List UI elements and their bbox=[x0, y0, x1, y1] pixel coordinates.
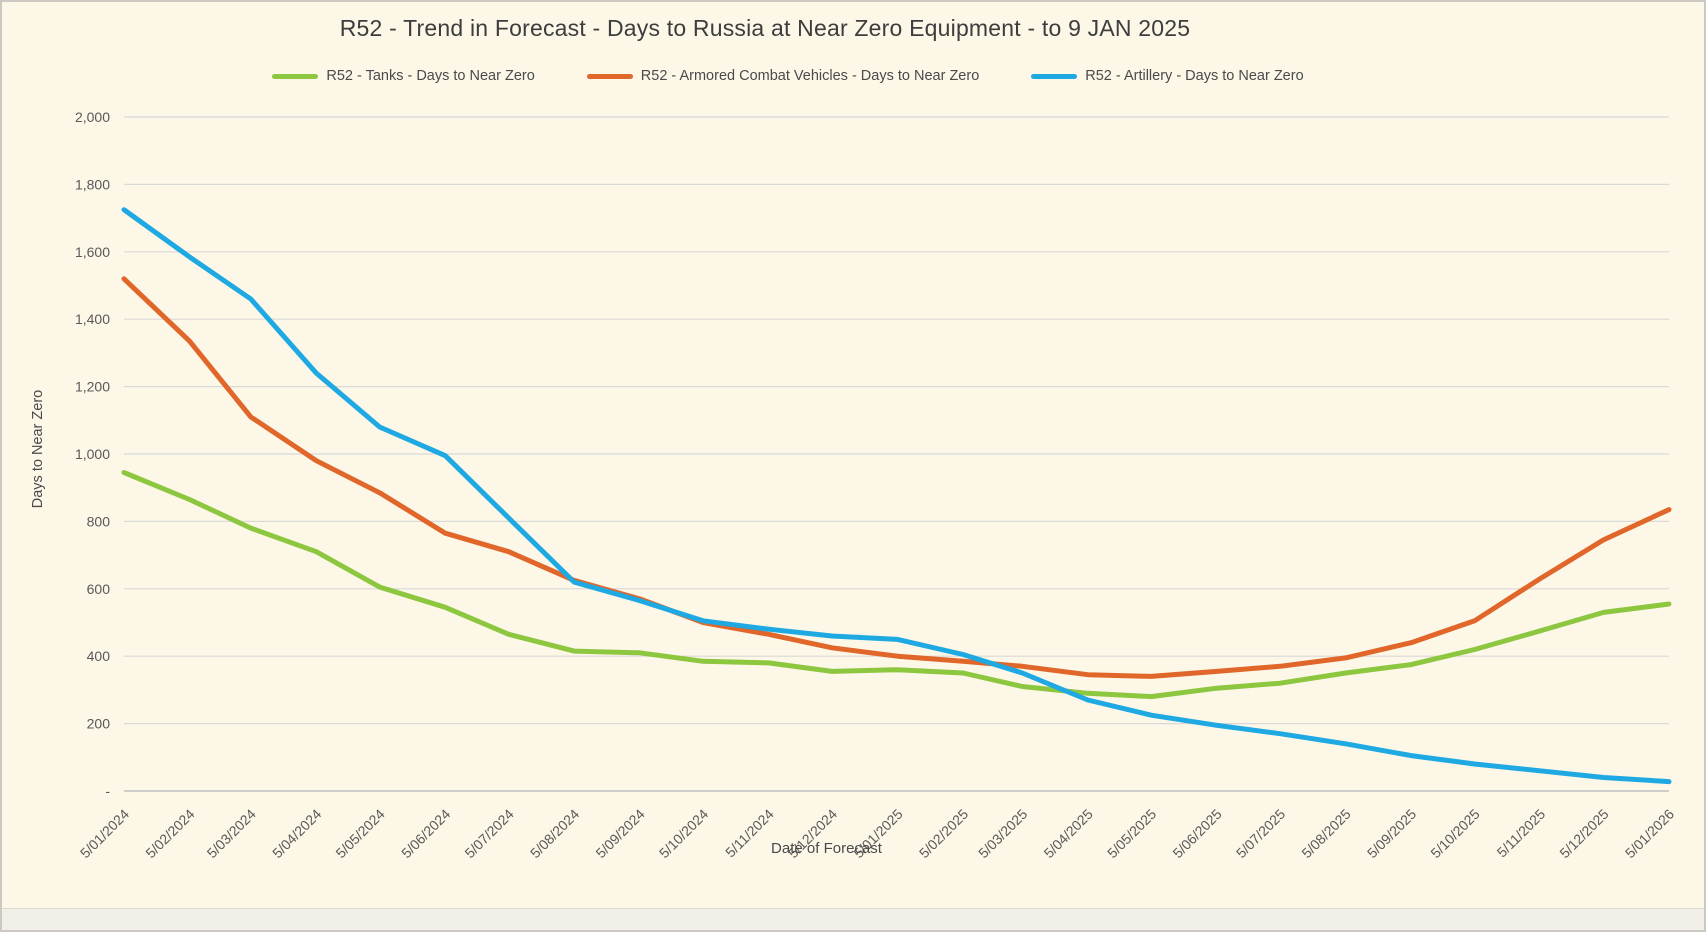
y-tick-label: 600 bbox=[87, 581, 111, 597]
y-tick-label: 1,000 bbox=[75, 446, 110, 462]
chart-title: R52 - Trend in Forecast - Days to Russia… bbox=[339, 15, 1191, 41]
y-tick-label: 400 bbox=[87, 648, 111, 664]
series-line-acv[interactable] bbox=[121, 276, 1672, 679]
legend-swatch-tanks-line bbox=[272, 73, 319, 79]
series-line-artillery[interactable] bbox=[121, 207, 1672, 785]
y-tick-label: 1,200 bbox=[75, 379, 110, 395]
legend-label-artillery: R52 - Artillery - Days to Near Zero bbox=[1085, 68, 1304, 84]
legend-item-tanks[interactable]: R52 - Tanks - Days to Near Zero bbox=[272, 68, 535, 84]
legend-item-artillery[interactable]: R52 - Artillery - Days to Near Zero bbox=[1031, 68, 1304, 84]
y-tick-label: 800 bbox=[87, 513, 111, 529]
y-tick-label: 1,600 bbox=[75, 244, 110, 260]
x-axis-title: Date of Forecast bbox=[771, 840, 882, 857]
y-tick-label: 1,400 bbox=[75, 311, 110, 327]
legend-swatch-acv-line bbox=[586, 73, 633, 79]
legend-label-acv: R52 - Armored Combat Vehicles - Days to … bbox=[640, 68, 980, 84]
series-line-tanks[interactable] bbox=[121, 470, 1672, 700]
legend: R52 - Tanks - Days to Near Zero R52 - Ar… bbox=[2, 68, 1704, 84]
y-tick-label: 200 bbox=[87, 716, 111, 732]
y-tick-label: - bbox=[105, 783, 110, 799]
y-tick-label: 2,000 bbox=[75, 109, 110, 125]
legend-swatch-artillery-line bbox=[1031, 73, 1078, 79]
y-tick-label: 1,800 bbox=[75, 176, 110, 192]
bottom-strip bbox=[2, 908, 1704, 930]
legend-item-acv[interactable]: R52 - Armored Combat Vehicles - Days to … bbox=[586, 68, 980, 84]
legend-label-tanks: R52 - Tanks - Days to Near Zero bbox=[326, 68, 535, 84]
